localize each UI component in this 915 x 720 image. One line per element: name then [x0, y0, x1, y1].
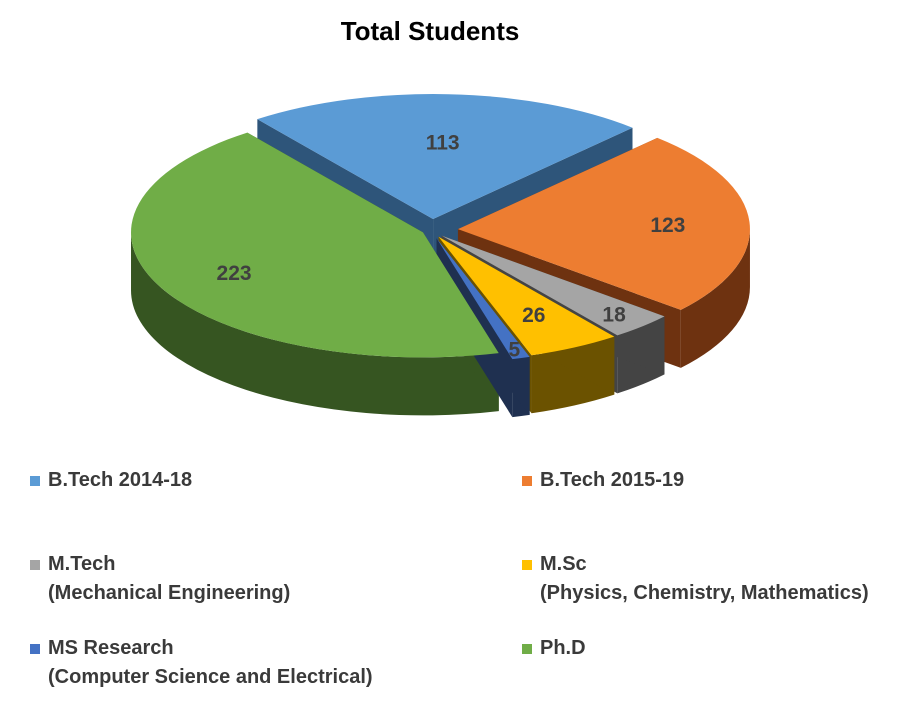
legend-swatch [522, 476, 532, 486]
legend-swatch [522, 644, 532, 654]
legend-swatch [30, 476, 40, 486]
legend-sublabel: (Computer Science and Electrical) [48, 666, 373, 688]
legend-item-btech-2014-18: B.Tech 2014-18 [30, 466, 192, 495]
pie-labels: 113 123 18 265 223 [217, 132, 686, 362]
legend-label: M.Sc [540, 553, 587, 575]
pie-slice-ph-d [131, 132, 499, 358]
legend-sublabel: (Physics, Chemistry, Mathematics) [540, 582, 869, 604]
legend-item-mtech: M.Tech (Mechanical Engineering) [30, 550, 290, 608]
legend-item-msc: M.Sc (Physics, Chemistry, Mathematics) [522, 550, 869, 608]
pie-chart: 113 123 18 265 223 [131, 94, 750, 418]
legend-swatch [522, 560, 532, 570]
legend-label: B.Tech 2014-18 [48, 469, 193, 491]
data-label-b-tech-2014-18: 113 [426, 132, 460, 155]
legend-swatch [30, 644, 40, 654]
data-label-m-sc: 26 [522, 304, 545, 327]
pie-slice-b-tech-2014-18 [257, 94, 633, 220]
data-label-ph-d: 223 [217, 262, 252, 285]
pie-slice-side-ph-d [131, 232, 499, 416]
pie-slice-m-sc [438, 236, 615, 356]
legend-item-ms-research: MS Research (Computer Science and Electr… [30, 634, 373, 692]
pie-slice-ms-research [436, 238, 530, 360]
pie-slice-m-tech [441, 235, 665, 336]
pie-tops [131, 94, 750, 360]
data-label-m-tech: 18 [602, 304, 626, 327]
data-label-ms-research: 5 [508, 339, 520, 362]
legend-label: Ph.D [540, 637, 586, 659]
pie-slice-side-b-tech-2015-19 [680, 229, 750, 368]
legend-label: MS Research [48, 637, 174, 659]
chart-title: Total Students [340, 16, 520, 46]
legend-item-btech-2015-19: B.Tech 2015-19 [522, 466, 684, 495]
legend-label: B.Tech 2015-19 [540, 469, 685, 491]
legend-label: M.Tech [48, 553, 116, 575]
legend-swatch [30, 560, 40, 570]
legend-item-phd: Ph.D [522, 634, 586, 663]
data-label-b-tech-2015-19: 123 [650, 214, 685, 237]
legend-sublabel: (Mechanical Engineering) [48, 582, 291, 604]
pie-slice-b-tech-2015-19 [457, 137, 750, 310]
